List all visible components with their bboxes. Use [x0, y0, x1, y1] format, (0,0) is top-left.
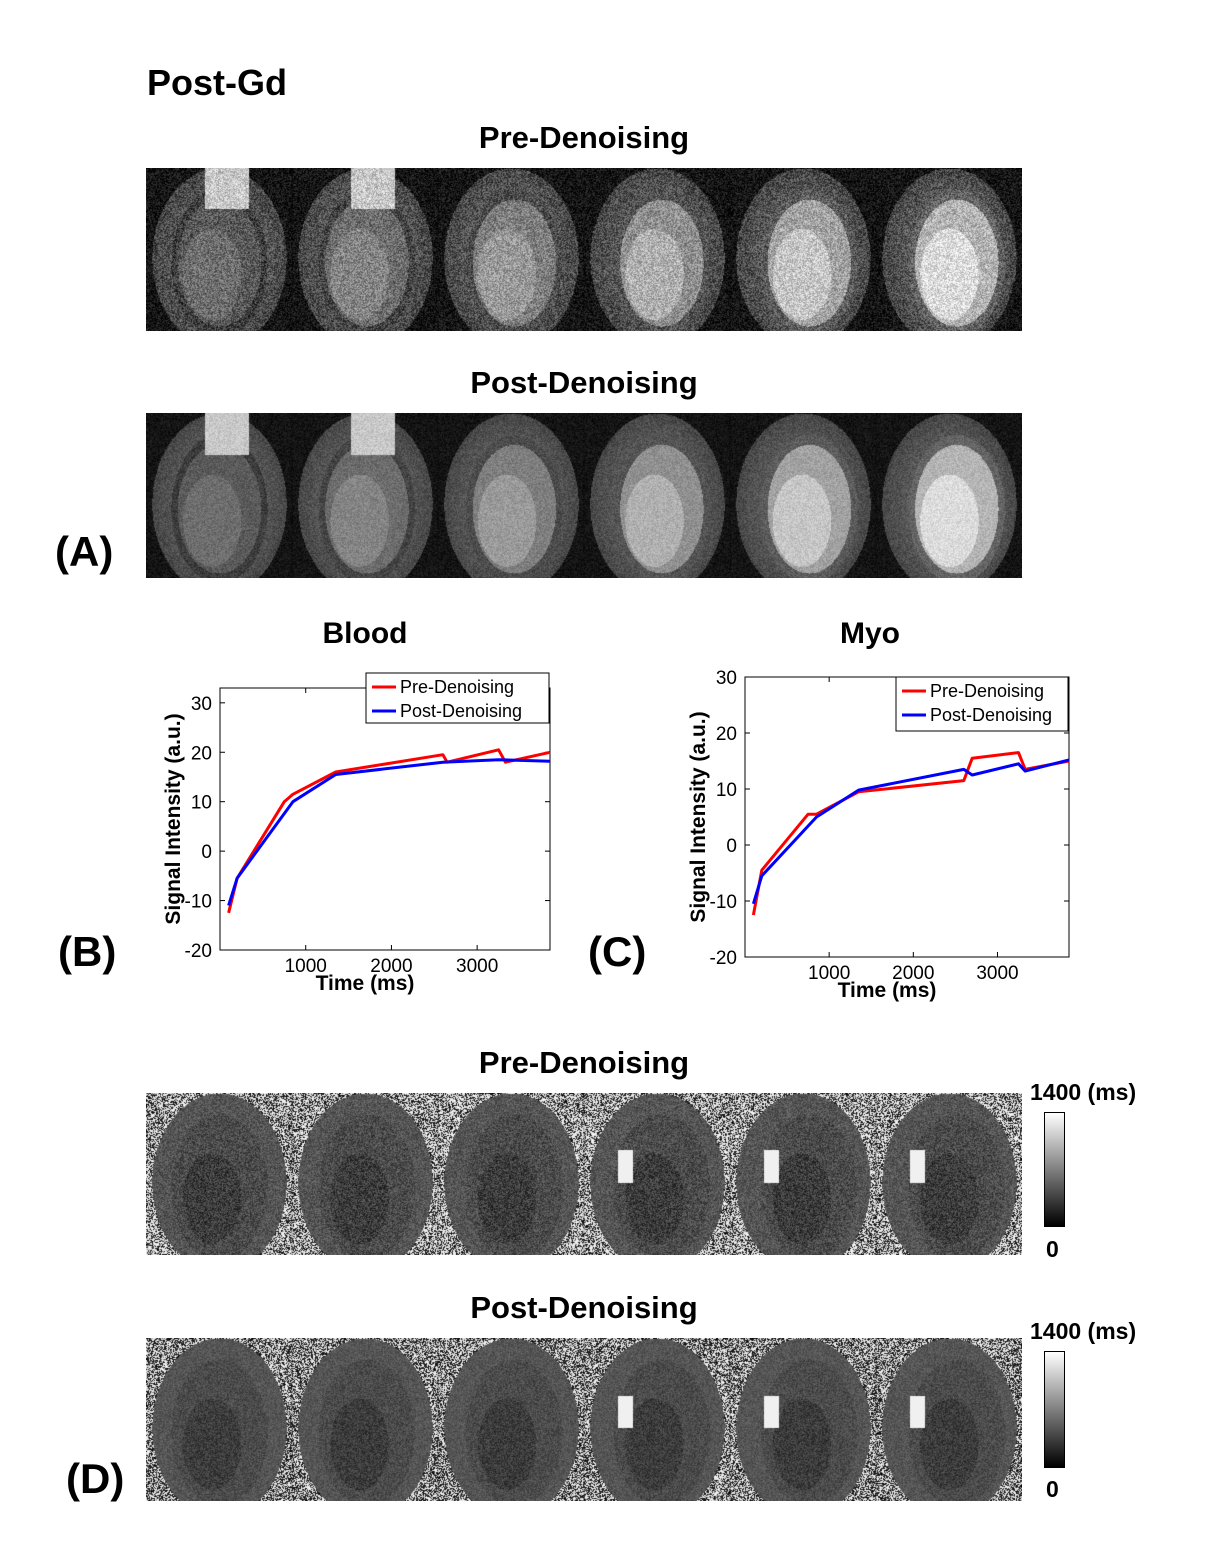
panel-d-post-denoising-map — [146, 1338, 1022, 1501]
x-tick-label: 3000 — [456, 956, 498, 977]
y-tick-label: 30 — [716, 668, 737, 689]
y-tick-label: 30 — [191, 694, 212, 715]
series-line-post-denoising — [227, 758, 551, 906]
legend-entry: Post-Denoising — [930, 705, 1052, 725]
y-tick-label: -20 — [185, 941, 212, 962]
series-line-pre-denoising — [227, 748, 551, 914]
y-tick-label: 10 — [716, 780, 737, 801]
legend-entry: Post-Denoising — [400, 701, 522, 721]
panel-a-pre-denoising-strip — [146, 168, 1022, 331]
legend-box — [895, 676, 1069, 732]
y-tick-label: -10 — [710, 892, 737, 913]
y-axis-label: Signal Intensity (a.u.) — [687, 711, 710, 922]
y-tick-label: 0 — [726, 836, 737, 857]
chart-blood: -20 -10 0 10 20 30 1000 2000 3000 Time (ms) Signal… — [162, 672, 551, 995]
x-axis-label: Time (ms) — [838, 979, 937, 1002]
y-axis-label: Signal Intensity (a.u.) — [162, 713, 185, 924]
panel-b-label: (B) — [58, 928, 117, 975]
panel-d-pre-title: Pre-Denoising — [478, 1045, 690, 1080]
colorbar-post — [1044, 1351, 1065, 1468]
colorbar-post-min-label: 0 — [1046, 1476, 1059, 1502]
x-tick-label: 2000 — [892, 963, 934, 984]
x-tick-label: 2000 — [370, 956, 412, 977]
y-tick-label: -10 — [185, 892, 212, 913]
series-line-post-denoising — [751, 758, 1070, 905]
x-tick-label: 1000 — [285, 956, 327, 977]
legend-entry: Pre-Denoising — [930, 681, 1044, 701]
series-line-pre-denoising — [751, 751, 1070, 916]
y-tick-label: 20 — [191, 743, 212, 764]
panel-a-pre-title: Pre-Denoising — [478, 120, 690, 155]
chart-myo: -20 -10 0 10 20 30 1000 2000 3000 Time (ms) Signal… — [687, 668, 1070, 1002]
chart-blood-title: Blood — [322, 617, 408, 650]
panel-d-post-title: Post-Denoising — [470, 1290, 698, 1325]
colorbar-pre — [1044, 1112, 1065, 1227]
chart-myo-title: Myo — [840, 617, 900, 650]
colorbar-pre-max-label: 1400 (ms) — [1030, 1079, 1137, 1105]
panel-d-pre-denoising-map — [146, 1093, 1022, 1255]
x-axis-label: Time (ms) — [316, 972, 415, 995]
panel-a-post-denoising-strip — [146, 413, 1022, 578]
x-tick-label: 3000 — [976, 963, 1018, 984]
panel-a-label: (A) — [55, 528, 114, 575]
y-tick-label: 10 — [191, 793, 212, 814]
colorbar-post-max-label: 1400 (ms) — [1030, 1318, 1137, 1344]
panel-d-label: (D) — [66, 1455, 125, 1502]
colorbar-pre-min-label: 0 — [1046, 1236, 1059, 1262]
y-tick-label: 20 — [716, 724, 737, 745]
legend-box — [365, 672, 550, 724]
legend-entry: Pre-Denoising — [400, 677, 514, 697]
panel-c-label: (C) — [588, 928, 647, 975]
y-tick-label: 0 — [201, 842, 212, 863]
x-tick-label: 1000 — [808, 963, 850, 984]
figure-title: Post-Gd — [147, 62, 287, 103]
panel-a-post-title: Post-Denoising — [470, 365, 698, 400]
plot-area — [219, 687, 551, 951]
y-tick-label: -20 — [710, 948, 737, 969]
